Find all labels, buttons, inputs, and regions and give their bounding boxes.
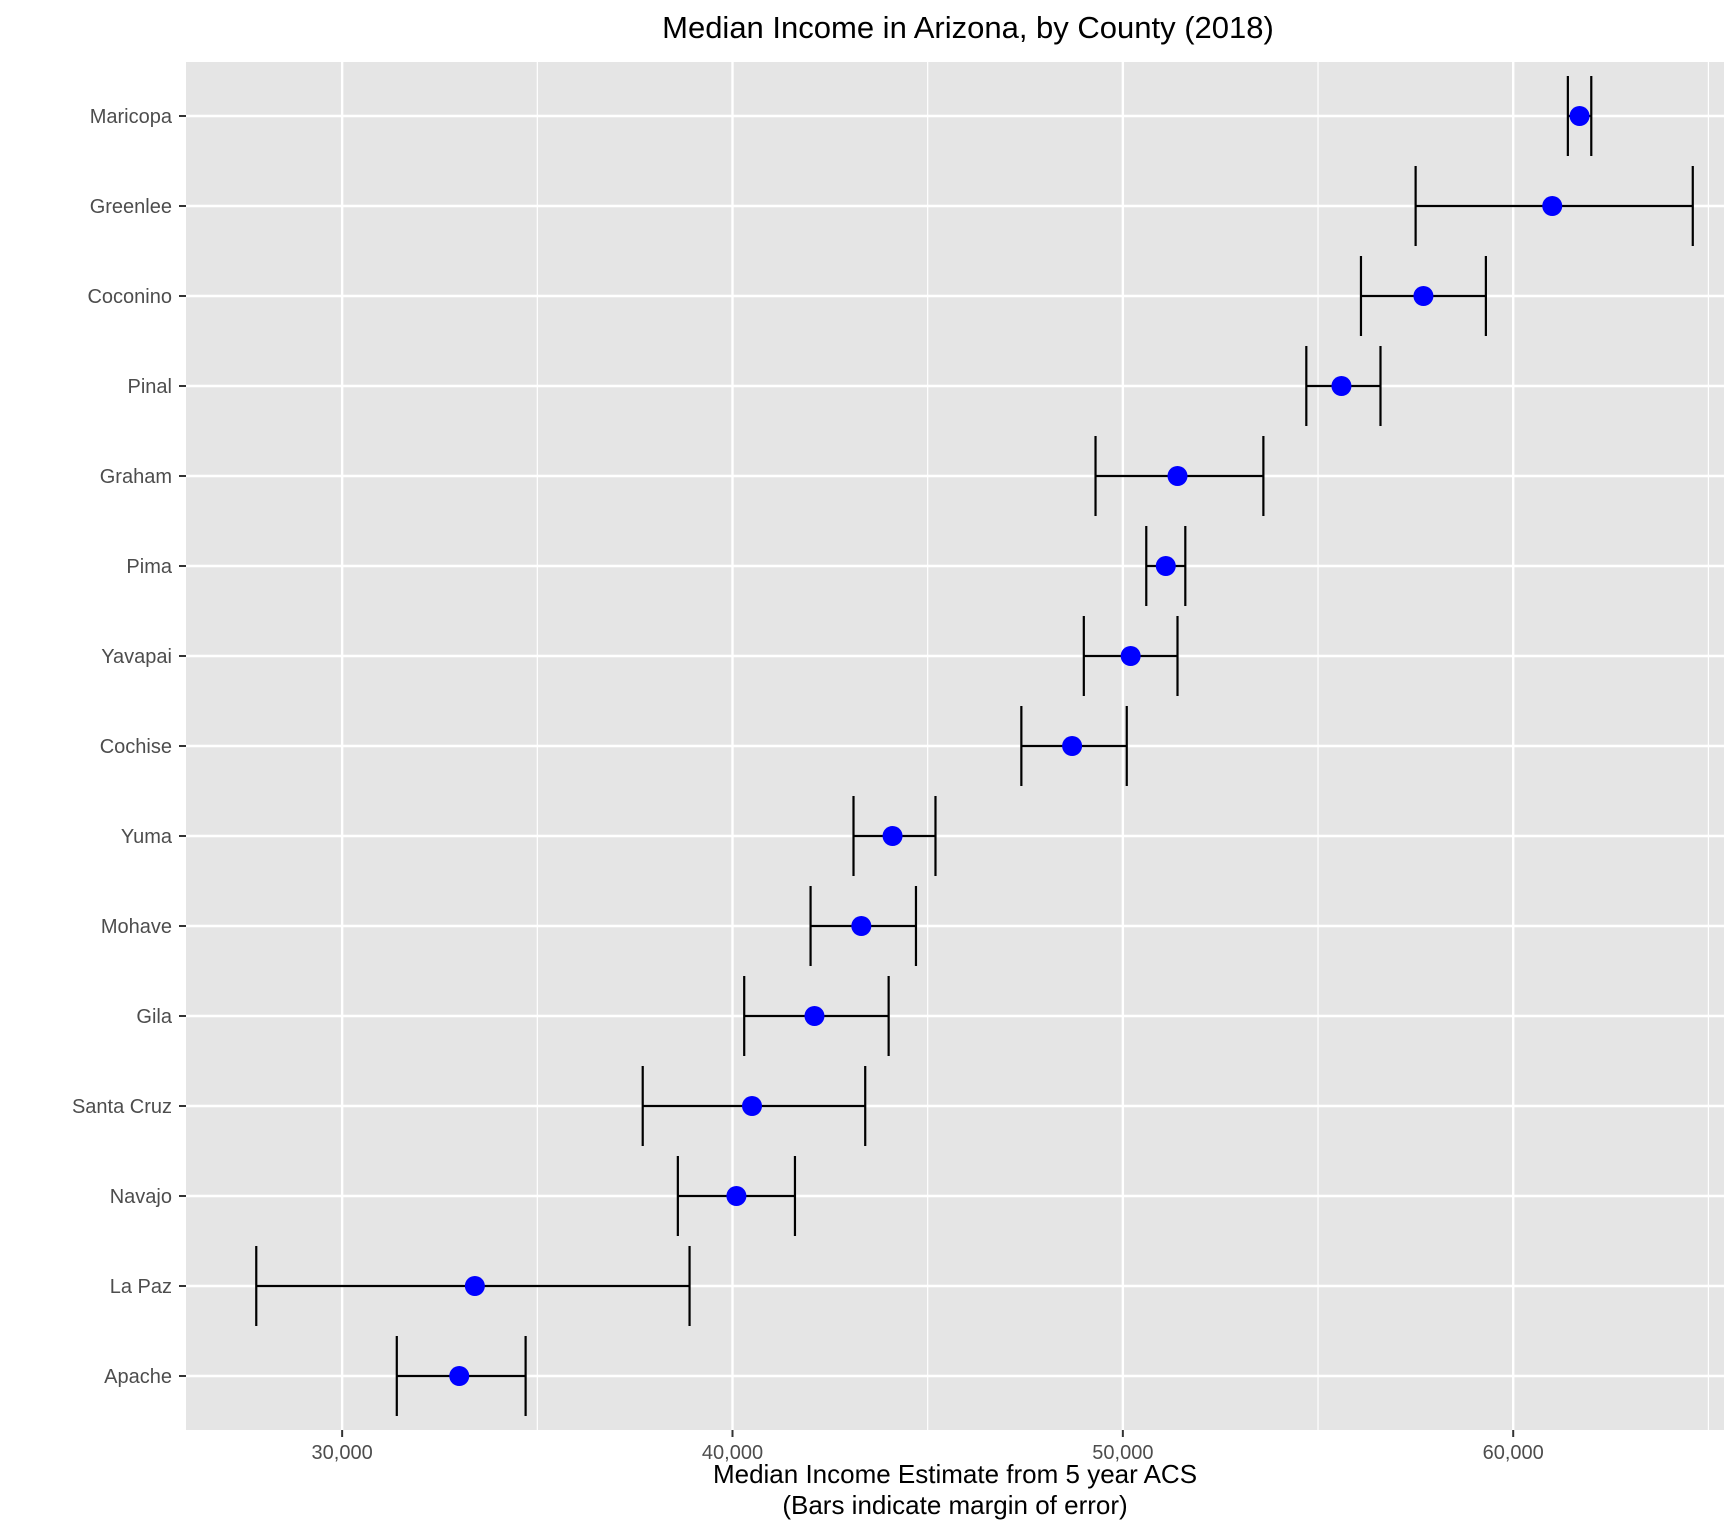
data-marks [255, 76, 1694, 1416]
point-pinal [1331, 376, 1352, 396]
point-yavapai [1120, 646, 1141, 666]
x-axis-label: Median Income Estimate from 5 year ACS [713, 1459, 1197, 1489]
point-yuma [882, 826, 903, 846]
x-tick-label: 60,000 [1483, 1442, 1544, 1464]
y-tick-label-apache: Apache [104, 1366, 172, 1388]
y-tick-label-cochise: Cochise [100, 736, 172, 758]
point-mohave [851, 916, 872, 936]
y-tick-label-maricopa: Maricopa [90, 106, 173, 128]
point-cochise [1062, 736, 1083, 756]
y-tick-label-la-paz: La Paz [110, 1276, 172, 1298]
y-tick-label-greenlee: Greenlee [90, 196, 172, 218]
x-axis-label-note: (Bars indicate margin of error) [782, 1490, 1127, 1520]
y-tick-label-yuma: Yuma [121, 826, 173, 848]
point-greenlee [1542, 196, 1563, 216]
point-navajo [726, 1186, 747, 1206]
point-santa-cruz [742, 1096, 763, 1116]
point-graham [1167, 466, 1188, 486]
y-tick-label-graham: Graham [100, 466, 172, 488]
y-tick-label-santa-cruz: Santa Cruz [72, 1096, 172, 1118]
y-tick-label-navajo: Navajo [110, 1186, 172, 1208]
point-la-paz [464, 1276, 485, 1296]
point-gila [804, 1006, 825, 1026]
point-maricopa [1569, 106, 1590, 126]
x-tick-label: 50,000 [1092, 1442, 1153, 1464]
point-coconino [1413, 286, 1434, 306]
y-tick-label-coconino: Coconino [87, 286, 172, 308]
y-tick-label-gila: Gila [136, 1006, 172, 1028]
y-tick-label-mohave: Mohave [101, 916, 172, 938]
x-tick-label: 40,000 [702, 1442, 763, 1464]
point-apache [449, 1366, 470, 1386]
y-tick-label-pima: Pima [126, 556, 172, 578]
x-tick-label: 30,000 [312, 1442, 373, 1464]
axis-ticks: 30,000 40,000 50,000 60,000 Maricopa Greenlee… [72, 106, 1544, 1464]
chart-title: Median Income in Arizona, by County (201… [662, 10, 1274, 45]
y-tick-label-pinal: Pinal [128, 376, 172, 398]
point-pima [1155, 556, 1176, 576]
y-tick-label-yavapai: Yavapai [101, 646, 172, 668]
